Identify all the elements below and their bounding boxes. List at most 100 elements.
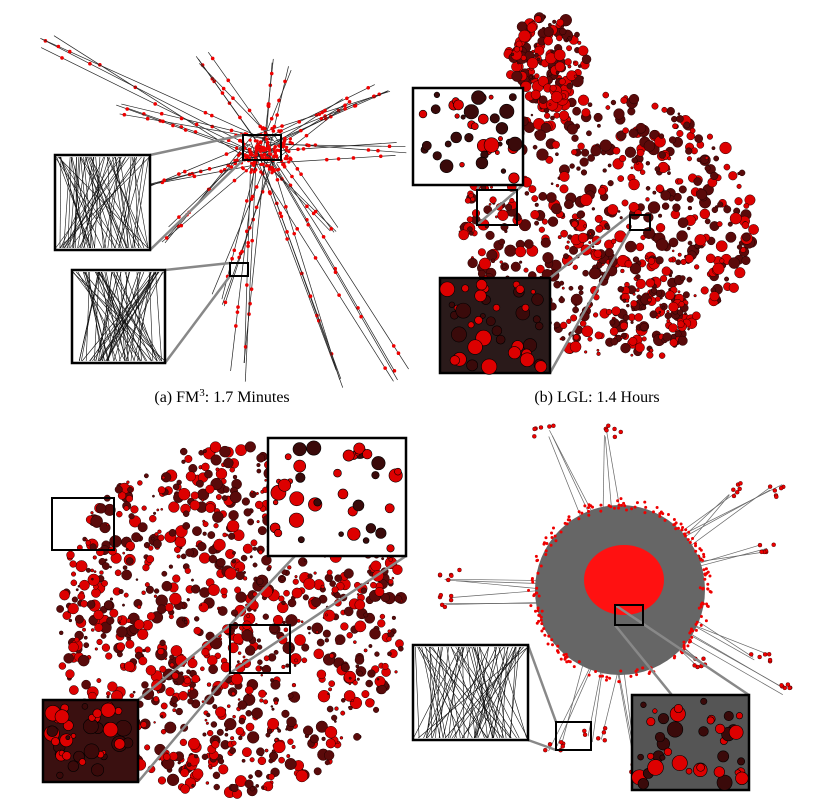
inset-edge <box>100 271 135 362</box>
inset-edge <box>126 271 152 362</box>
node <box>237 651 242 655</box>
inset-node <box>499 103 515 119</box>
node <box>693 542 697 546</box>
node <box>144 744 151 751</box>
node <box>619 154 627 163</box>
node <box>383 366 387 370</box>
inset-node <box>495 122 509 135</box>
node <box>599 139 612 152</box>
node <box>616 499 620 503</box>
node <box>177 172 181 176</box>
node <box>579 157 589 167</box>
node <box>625 240 637 253</box>
inset-node <box>471 122 479 131</box>
node <box>329 653 335 659</box>
node <box>99 570 104 575</box>
node <box>245 153 249 158</box>
node <box>336 740 340 744</box>
node <box>708 574 712 578</box>
node <box>577 510 581 514</box>
node <box>658 352 666 359</box>
node <box>523 267 529 273</box>
node <box>269 116 274 121</box>
node <box>101 580 108 587</box>
node <box>687 530 691 534</box>
node <box>611 306 621 316</box>
inset-edge <box>95 271 128 362</box>
inset-node <box>652 708 658 714</box>
node <box>208 554 218 564</box>
node <box>647 201 661 214</box>
node <box>668 323 678 333</box>
node <box>766 652 772 657</box>
node <box>255 784 260 788</box>
node <box>617 175 625 182</box>
node <box>156 604 167 614</box>
node <box>287 738 294 745</box>
node <box>728 282 739 293</box>
node <box>590 505 594 509</box>
node <box>208 763 213 768</box>
node <box>244 169 248 173</box>
node <box>169 751 179 761</box>
node <box>254 185 259 189</box>
node <box>569 341 582 353</box>
node <box>676 115 684 123</box>
node <box>166 773 180 786</box>
inset-node <box>444 140 452 148</box>
inset-edge <box>479 646 528 739</box>
node <box>177 215 181 219</box>
node <box>326 569 333 576</box>
inset-edge <box>89 156 142 249</box>
node <box>635 278 646 289</box>
node <box>374 651 380 657</box>
node <box>701 656 706 661</box>
node <box>157 529 162 534</box>
node <box>184 567 191 574</box>
node <box>692 663 697 668</box>
inset-node <box>713 766 725 778</box>
node <box>658 514 662 518</box>
node <box>665 290 675 301</box>
node <box>291 587 303 599</box>
node <box>674 527 678 531</box>
node <box>174 535 187 548</box>
node <box>152 539 162 549</box>
inset-edge <box>471 646 493 739</box>
node <box>116 642 126 652</box>
node <box>554 61 566 72</box>
inset-node <box>288 512 304 528</box>
inset-edge <box>474 646 513 739</box>
node <box>591 207 596 211</box>
inset-node <box>508 93 517 102</box>
node <box>580 511 584 515</box>
node <box>505 203 513 211</box>
inset-edge <box>413 646 460 739</box>
inset-node <box>507 136 523 152</box>
inset-edge <box>60 156 89 249</box>
node <box>599 503 603 507</box>
node <box>324 157 329 162</box>
node <box>187 737 200 750</box>
node <box>122 551 126 555</box>
node <box>622 501 626 505</box>
node <box>284 205 288 209</box>
edge <box>269 100 351 165</box>
node <box>498 238 506 246</box>
node <box>124 661 135 672</box>
node <box>66 550 75 560</box>
node <box>114 485 123 494</box>
node <box>624 146 637 158</box>
inset-edge <box>77 271 126 362</box>
node <box>657 213 663 218</box>
node <box>619 497 623 501</box>
node <box>578 290 584 296</box>
node <box>262 152 267 157</box>
inset-edge <box>427 646 505 739</box>
node <box>677 252 682 257</box>
node <box>180 768 190 778</box>
node <box>630 353 634 357</box>
node <box>165 687 175 697</box>
node <box>245 229 249 234</box>
inset-node <box>289 491 305 507</box>
